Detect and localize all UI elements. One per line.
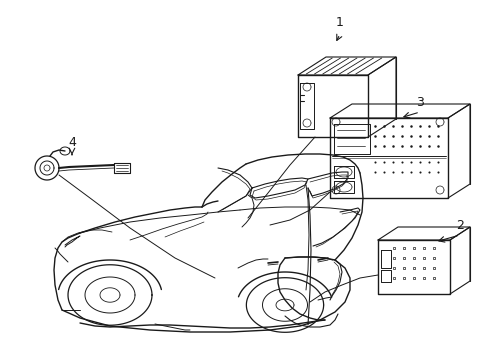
Text: 3: 3 xyxy=(415,95,423,108)
Text: 4: 4 xyxy=(68,135,76,149)
Text: 2: 2 xyxy=(455,219,463,231)
Text: 1: 1 xyxy=(335,15,343,28)
